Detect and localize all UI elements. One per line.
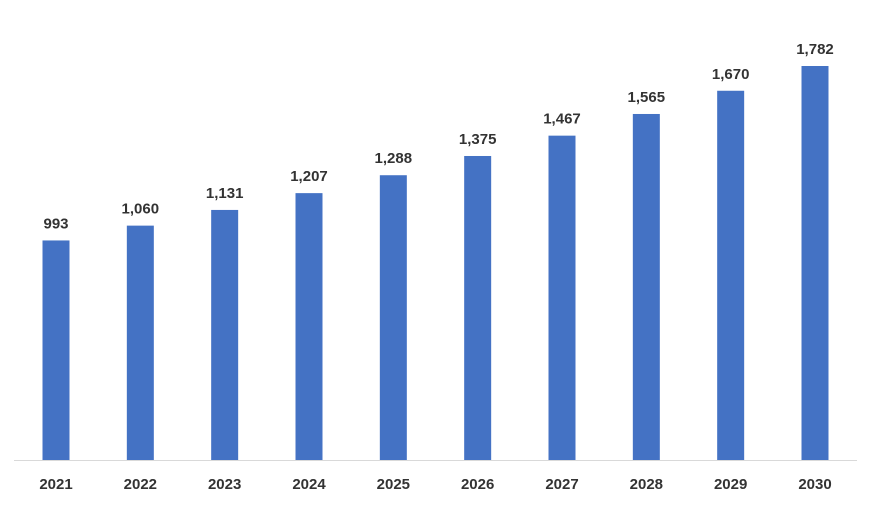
bar-group [42,66,829,461]
x-tick-label-2025: 2025 [377,476,410,493]
data-label-2021: 993 [43,215,68,232]
data-label-2029: 1,670 [712,66,750,83]
x-tick-label-2029: 2029 [714,476,747,493]
data-label-2025: 1,288 [375,150,413,167]
x-tick-label-2027: 2027 [545,476,578,493]
data-label-group: 993 1,060 1,131 1,207 1,288 1,375 1,467 1,565 1,… [43,41,833,232]
data-label-2026: 1,375 [459,131,497,148]
x-tick-label-2022: 2022 [124,476,157,493]
data-label-2022: 1,060 [122,201,160,218]
bar-2029 [717,90,745,460]
bar-2025 [379,175,407,460]
bar-2021 [42,240,70,460]
x-tick-label-group: 2021 2022 2023 2024 2025 2026 2027 2028 2029 2030 [39,476,831,493]
x-tick-label-2026: 2026 [461,476,494,493]
data-label-2024: 1,207 [290,168,328,185]
bar-2026 [464,155,492,461]
x-tick-label-2021: 2021 [39,476,72,493]
data-label-2030: 1,782 [796,41,834,58]
x-tick-label-2030: 2030 [798,476,831,493]
x-tick-label-2028: 2028 [630,476,663,493]
x-tick-label-2023: 2023 [208,476,241,493]
bar-2030 [801,66,829,460]
x-tick-label-2024: 2024 [292,476,326,493]
data-label-2023: 1,131 [206,185,244,202]
bar-2028 [632,113,660,460]
bar-2027 [548,135,576,460]
bar-2024 [295,193,323,460]
data-label-2028: 1,565 [628,89,666,106]
data-label-2027: 1,467 [543,111,581,128]
bar-2023 [211,209,239,460]
bar-2022 [126,225,154,460]
